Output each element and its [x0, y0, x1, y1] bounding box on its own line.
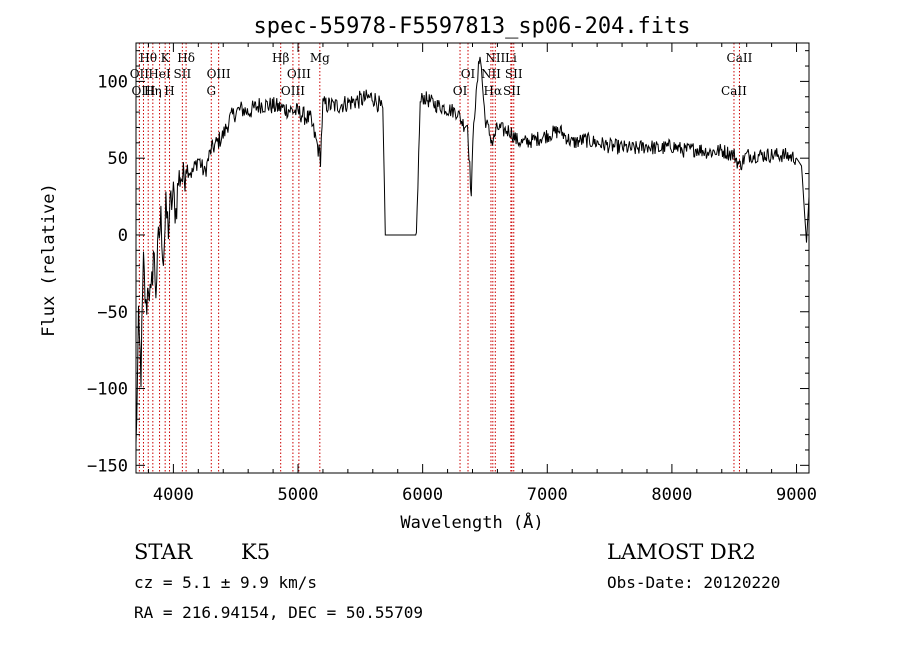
marker-label-4: HeI	[148, 67, 171, 81]
x-tick-label-3: 7000	[527, 485, 568, 505]
spectrum-line	[135, 56, 810, 444]
marker-label-24: CaII	[721, 84, 747, 98]
y-tick-label-0: −150	[87, 456, 128, 476]
x-tick-label-5: 9000	[776, 485, 817, 505]
marker-label-21: SII	[505, 67, 523, 81]
marker-label-18: NII	[481, 67, 501, 81]
marker-label-20: Li	[505, 51, 517, 65]
marker-label-23: CaII	[727, 51, 753, 65]
object-class: STAR	[134, 540, 193, 564]
marker-label-9: OIII	[207, 67, 231, 81]
survey-name: LAMOST DR2	[607, 540, 756, 564]
marker-label-7: SII	[174, 67, 192, 81]
marker-label-17: NII	[485, 51, 505, 65]
x-axis: 4000 5000 6000 7000 8000 9000	[147, 43, 817, 505]
y-tick-label-1: −100	[87, 380, 128, 400]
marker-label-5: Hη	[144, 84, 162, 98]
x-tick-label-0: 4000	[153, 485, 194, 505]
x-tick-label-2: 6000	[402, 485, 443, 505]
subclass: K5	[241, 540, 271, 564]
marker-label-11: Hβ	[272, 51, 289, 65]
x-axis-label: Wavelength (Å)	[400, 511, 543, 533]
marker-label-12: OIII	[287, 67, 311, 81]
marker-label-14: Mg	[310, 51, 330, 65]
redshift-line: cz = 5.1 ± 9.9 km/s	[134, 573, 318, 592]
y-tick-label-3: 0	[118, 226, 128, 246]
y-tick-label-5: 100	[97, 72, 128, 92]
marker-label-1: OII	[130, 67, 150, 81]
marker-label-13: OIII	[281, 84, 305, 98]
spectrum-chart: spec-55978-F5597813_sp06-204.fits Hθ OII O…	[39, 14, 817, 533]
y-axis: −150 −100 −50 0 50 100	[87, 50, 809, 476]
x-tick-label-4: 8000	[651, 485, 692, 505]
marker-label-6: Hδ	[177, 51, 195, 65]
spectral-line-markers: HθOIIOIIIKHeIHηHδSIIHOIIIGHβOIIIOIIIMgOI…	[130, 43, 753, 473]
marker-label-10: G	[206, 84, 216, 98]
chart-title: spec-55978-F5597813_sp06-204.fits	[253, 14, 690, 39]
x-tick-label-1: 5000	[278, 485, 319, 505]
obs-date: Obs-Date: 20120220	[607, 573, 781, 592]
marker-label-19: Hα	[484, 84, 503, 98]
y-tick-label-4: 50	[108, 149, 128, 169]
marker-label-0: Hθ	[139, 51, 157, 65]
y-axis-label: Flux (relative)	[39, 183, 59, 337]
marker-label-8: H	[164, 84, 174, 98]
marker-label-16: OI	[453, 84, 468, 98]
marker-label-22: SII	[503, 84, 521, 98]
coordinates: RA = 216.94154, DEC = 50.55709	[134, 603, 423, 622]
marker-label-2: OIII	[131, 84, 155, 98]
plot-area	[135, 42, 810, 474]
y-tick-label-2: −50	[97, 303, 128, 323]
marker-label-15: OI	[461, 67, 476, 81]
marker-label-3: K	[161, 51, 171, 65]
